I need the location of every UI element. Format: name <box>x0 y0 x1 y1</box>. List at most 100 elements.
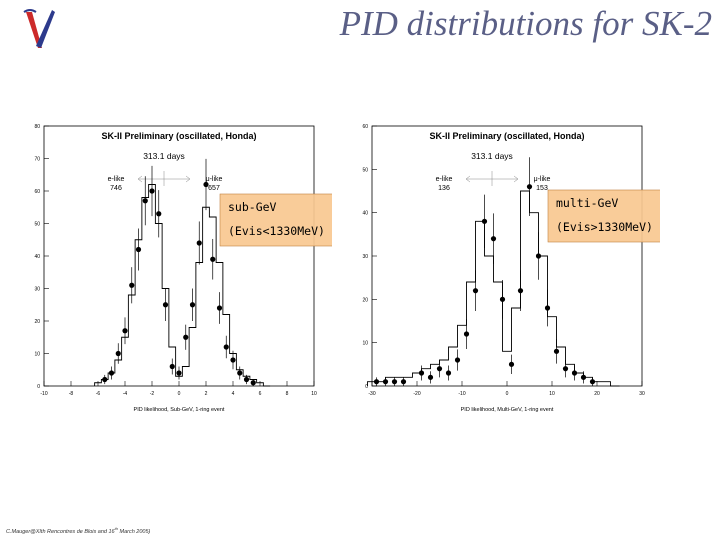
y-tick-label: 60 <box>362 124 368 130</box>
data-point <box>156 211 162 217</box>
data-point <box>508 361 515 367</box>
data-point <box>108 370 115 376</box>
data-point <box>183 334 189 340</box>
experiment-logo <box>23 9 55 48</box>
x-tick-label: 30 <box>639 391 645 397</box>
data-point <box>400 379 407 385</box>
annotation-label-left: e-like <box>436 176 453 183</box>
annotation-count-left: 746 <box>110 185 122 192</box>
data-point <box>436 366 443 372</box>
y-tick-label: 10 <box>34 352 40 358</box>
data-point <box>454 357 461 363</box>
y-tick-label: 80 <box>34 124 40 130</box>
y-tick-label: 0 <box>37 384 40 390</box>
arrow-head-right <box>513 175 519 183</box>
y-tick-label: 10 <box>362 341 368 347</box>
data-point <box>216 305 223 311</box>
data-point <box>176 370 182 376</box>
data-point <box>499 296 506 302</box>
data-point <box>562 366 569 372</box>
y-tick-label: 20 <box>362 297 368 303</box>
exposure-label: 313.1 days <box>143 151 185 161</box>
x-tick-label: -4 <box>123 391 128 397</box>
energy-box-line2: (Evis>1330MeV) <box>556 220 653 234</box>
y-tick-label: 20 <box>34 319 40 325</box>
data-point <box>481 218 488 224</box>
x-tick-label: -20 <box>413 391 420 397</box>
chart-multi-gev: 0 10 20 30 40 50 60 -30 -20 -10 0 10 20 30 SK-II Preli… <box>350 122 660 422</box>
energy-box <box>219 193 332 247</box>
x-axis-label: PID likelihood, Sub-GeV, 1-ring event <box>134 407 225 413</box>
y-tick-label: 0 <box>365 384 368 390</box>
data-point <box>571 370 578 376</box>
y-tick-label: 40 <box>362 211 368 217</box>
data-point <box>445 370 452 376</box>
data-point <box>391 379 398 385</box>
x-tick-label: 0 <box>178 391 181 397</box>
energy-box-line2: (Evis<1330MeV) <box>228 224 325 238</box>
arrow-head-left <box>465 175 471 183</box>
data-point <box>463 331 470 337</box>
data-point <box>373 379 380 385</box>
energy-box <box>547 189 660 243</box>
data-point <box>230 357 236 363</box>
data-point <box>169 363 175 370</box>
data-point <box>149 188 155 194</box>
energy-box-line1: multi-GeV <box>556 196 618 210</box>
chart-title: SK-II Preliminary (oscillated, Honda) <box>429 131 584 141</box>
y-tick-label: 60 <box>34 189 40 195</box>
y-tick-label: 40 <box>34 254 40 260</box>
y-tick-label: 50 <box>362 167 368 173</box>
x-tick-label: 10 <box>311 391 317 397</box>
annotation-count-left: 136 <box>438 185 450 192</box>
data-point <box>526 184 533 190</box>
data-point <box>553 348 560 354</box>
y-tick-label: 30 <box>34 287 40 293</box>
mc-histogram <box>94 184 271 387</box>
data-point <box>122 328 128 334</box>
data-point <box>189 302 196 308</box>
x-axis-label: PID likelihood, Multi-GeV, 1-ring event <box>461 407 554 413</box>
x-tick-label: -8 <box>69 391 74 397</box>
chart-multi-gev-svg: 0 10 20 30 40 50 60 -30 -20 -10 0 10 20 30 SK-II Preli… <box>362 124 660 413</box>
data-point <box>243 376 250 383</box>
data-point <box>580 374 587 380</box>
data-point <box>589 379 596 385</box>
plot-frame <box>371 125 643 387</box>
plot-frame <box>43 125 315 387</box>
x-tick-label: 8 <box>286 391 289 397</box>
chart-title: SK-II Preliminary (oscillated, Honda) <box>101 131 256 141</box>
arrow-head-left <box>137 175 143 183</box>
x-tick-label: -10 <box>458 391 465 397</box>
data-point <box>418 370 425 376</box>
data-point <box>210 256 216 262</box>
y-tick-label: 30 <box>362 254 368 260</box>
annotation-count-right: 153 <box>536 185 548 192</box>
chart-sub-gev: 0 10 20 30 40 50 60 70 80 -10 -8 -6 -4 -2 0 2 4 6 8 10 SK-II… <box>22 122 332 422</box>
data-point <box>142 198 148 204</box>
data-point <box>250 380 256 386</box>
x-tick-label: 6 <box>259 391 262 397</box>
data-point <box>544 305 551 311</box>
data-point <box>517 288 524 294</box>
data-point <box>223 344 229 350</box>
annotation-label-right: μ-like <box>206 176 223 183</box>
slide-title: PID distributions for SK-2 <box>339 4 712 43</box>
annotation-count-right: 657 <box>208 185 220 192</box>
data-point <box>129 282 135 288</box>
data-point <box>102 376 108 383</box>
data-point <box>535 253 542 259</box>
annotation-label-right: μ-like <box>534 176 551 183</box>
x-tick-label: 4 <box>232 391 235 397</box>
annotation-label-left: e-like <box>108 176 125 183</box>
arrow-head-right <box>185 175 191 183</box>
x-tick-label: 10 <box>549 391 555 397</box>
x-tick-label: -30 <box>368 391 375 397</box>
y-tick-label: 50 <box>34 222 40 228</box>
data-point <box>237 370 243 376</box>
y-tick-label: 70 <box>34 157 40 163</box>
data-point <box>135 246 142 253</box>
data-point <box>162 302 169 308</box>
x-tick-label: 2 <box>205 391 208 397</box>
data-point <box>382 379 389 385</box>
